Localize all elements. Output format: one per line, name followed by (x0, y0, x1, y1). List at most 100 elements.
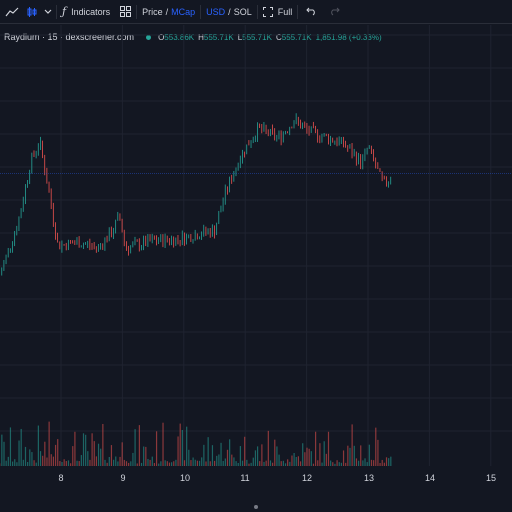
volume-bar (306, 447, 308, 466)
layouts-button[interactable] (115, 0, 136, 24)
volume-bar (59, 461, 61, 466)
toolbar-divider (297, 4, 299, 19)
volume-bar (147, 458, 149, 466)
volume-bar (85, 434, 87, 466)
volume-bar (78, 461, 80, 466)
volume-bar (22, 459, 24, 466)
volume-bar (248, 463, 250, 466)
volume-bar (89, 459, 91, 466)
low-value: 555.71K (242, 32, 272, 42)
volume-bar (125, 461, 128, 466)
usd-label: USD (206, 6, 226, 17)
volume-bar (220, 442, 222, 466)
price-mcap-toggle[interactable]: Price / MCap (137, 0, 200, 24)
volume-bar (70, 463, 72, 466)
redo-button[interactable] (325, 0, 344, 24)
chart-type-button[interactable] (0, 0, 24, 24)
volume-bar (145, 446, 147, 466)
volume-bar (302, 443, 304, 466)
grid-icon (120, 6, 132, 17)
volume-bar (14, 459, 16, 466)
volume-bar (201, 457, 203, 466)
volume-bar (308, 448, 310, 466)
volume-bar (229, 439, 231, 466)
chart-style-dropdown[interactable] (40, 0, 56, 24)
fullscreen-button[interactable]: Full (258, 0, 298, 24)
chart-grid (0, 25, 512, 466)
indicators-label: Indicators (71, 6, 111, 17)
scroll-indicator-dot[interactable] (254, 505, 258, 509)
volume-bar (140, 462, 143, 466)
volume-bar (54, 444, 57, 466)
volume-bar (37, 425, 39, 466)
volume-bar (216, 455, 218, 466)
volume-bar (342, 450, 345, 466)
volume-bar (35, 462, 37, 466)
chevron-down-icon (44, 9, 52, 14)
volume-bar (312, 463, 315, 466)
volume-bar (132, 452, 134, 466)
x-tick-label: 15 (485, 473, 497, 483)
volume-bar (265, 460, 267, 466)
volume-bar (93, 441, 95, 466)
high-value: 555.71K (203, 32, 234, 42)
volume-bar (76, 460, 78, 466)
volume-bar (158, 463, 160, 466)
volume-bar (315, 431, 317, 466)
close-key: C (275, 32, 282, 42)
volume-bar (340, 462, 342, 466)
volume-bar (24, 446, 27, 466)
volume-bar (293, 452, 295, 466)
volume-bar (177, 436, 179, 466)
undo-button[interactable] (298, 0, 325, 24)
volume-bar (241, 460, 244, 466)
sol-label: SOL (233, 6, 252, 17)
volume-bar (186, 426, 188, 466)
volume-bar (284, 463, 287, 466)
volume-bar (138, 425, 140, 466)
close-value: 555.71K (281, 32, 312, 42)
volume-bar (173, 461, 175, 466)
volume-bar (106, 462, 108, 466)
volume-bar (9, 427, 12, 466)
indicators-button[interactable]: ƒ Indicators (57, 0, 115, 24)
volume-bar (160, 461, 162, 466)
ohlc-legend: Raydium · 15 · dexscreener.com O 553.86K … (4, 31, 386, 43)
x-tick-label: 10 (179, 473, 191, 483)
volume-bar (149, 459, 151, 466)
volume-bar (198, 460, 201, 466)
candles-icon (27, 6, 37, 17)
volume-bar (304, 452, 306, 466)
candles-button[interactable] (24, 0, 40, 24)
volume-bar (336, 460, 338, 466)
volume-bar (1, 434, 3, 466)
volume-bar (80, 455, 82, 466)
volume-bar (246, 459, 248, 466)
volume-bar (181, 429, 183, 466)
volume-bar (166, 461, 168, 466)
volume-bar (269, 460, 272, 466)
volume-bar (196, 460, 199, 466)
volume-bar (82, 433, 85, 466)
volume-bar (74, 431, 76, 466)
volume-bar (353, 445, 355, 466)
low-key: L (237, 32, 243, 42)
volume-bar (282, 460, 284, 466)
currency-toggle[interactable]: USD / SOL (201, 0, 257, 24)
volume-bar (72, 446, 74, 466)
price-chart[interactable] (0, 25, 512, 466)
volume-bar (128, 462, 130, 466)
full-label: Full (277, 6, 293, 17)
volume-bar (239, 446, 241, 466)
volume-bar (345, 462, 347, 466)
volume-bar (338, 462, 340, 466)
volume-bar (123, 459, 125, 466)
volume-bar (136, 463, 138, 466)
volume-bar (362, 460, 364, 466)
volume-bar (231, 454, 233, 466)
volume-bar (209, 461, 211, 466)
volume-bar (355, 458, 358, 466)
volume-bar (385, 457, 388, 466)
volume-bar (366, 462, 368, 466)
volume-bar (357, 460, 360, 466)
